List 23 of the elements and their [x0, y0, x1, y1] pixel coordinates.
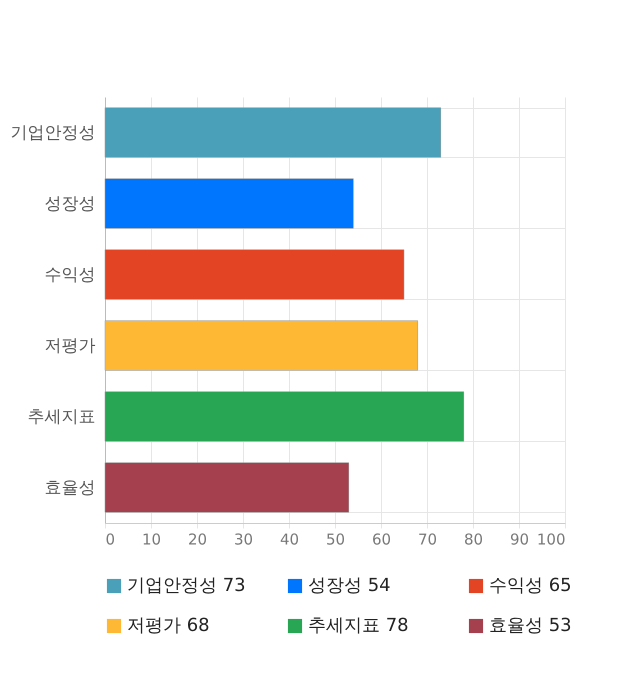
x-tick-label: 100 — [536, 530, 566, 548]
y-tick-label: 추세지표 — [28, 407, 96, 427]
y-tick-label: 저평가 — [44, 336, 96, 356]
x-tick-label: 70 — [418, 530, 438, 548]
legend-label: 저평가 68 — [127, 615, 210, 636]
legend-label: 추세지표 78 — [308, 615, 409, 636]
x-tick-label: 60 — [372, 530, 392, 548]
legend-label: 성장성 54 — [308, 575, 391, 596]
x-tick-label: 10 — [142, 530, 162, 548]
x-tick-label: 50 — [326, 530, 346, 548]
legend-label: 효율성 53 — [489, 615, 572, 636]
x-tick-label: 40 — [280, 530, 300, 548]
y-tick-label: 수익성 — [44, 265, 96, 285]
x-tick-label: 20 — [188, 530, 208, 548]
x-tick-label: 0 — [106, 530, 116, 548]
x-tick-label: 30 — [234, 530, 254, 548]
y-tick-label: 기업안정성 — [10, 123, 96, 143]
legend-label: 수익성 65 — [489, 575, 572, 596]
y-tick-label: 효율성 — [44, 478, 96, 498]
x-tick-label: 90 — [510, 530, 530, 548]
x-tick-label: 80 — [464, 530, 484, 548]
y-tick-label: 성장성 — [44, 194, 96, 214]
legend-label: 기업안정성 73 — [127, 575, 246, 596]
